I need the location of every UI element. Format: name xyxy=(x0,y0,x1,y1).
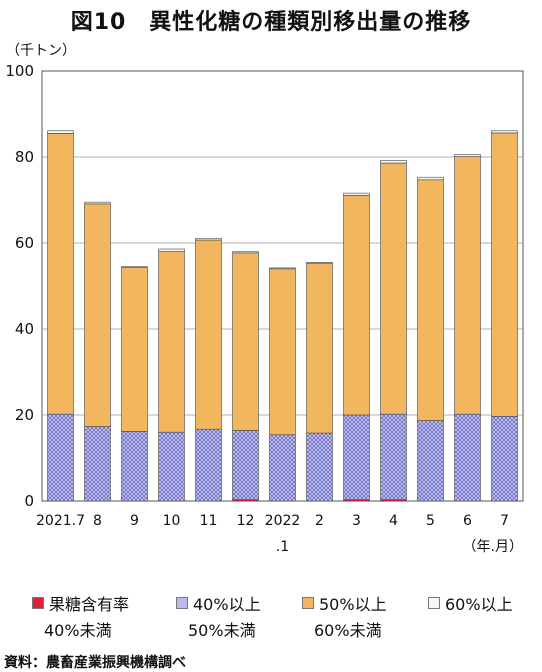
x-tick-label: 9 xyxy=(130,513,139,529)
legend-label: 果糖含有率 xyxy=(49,595,130,614)
bar-segment-40-50 xyxy=(491,415,518,502)
bar-segment-60-plus xyxy=(84,201,111,205)
bar-segment-40-50 xyxy=(306,432,333,502)
legend-item-60-plus: 60%以上 xyxy=(428,592,513,618)
legend-label: 40%以上 xyxy=(193,595,261,614)
bar-segment-50-60 xyxy=(269,268,296,436)
stacked-bar-chart: 0 20 40 60 80 100 2021.7 8 9 10 11 12 2022 .1 2 3 4 5 6 7 （年… xyxy=(5,62,524,555)
bar-segment-40-50 xyxy=(232,430,259,501)
x-tick-label: 2021.7 xyxy=(36,513,85,529)
bar-segment-60-plus xyxy=(417,176,444,181)
bar-segment-60-plus xyxy=(343,192,370,196)
legend-label: 60%以上 xyxy=(445,595,513,614)
x-tick-label: 2 xyxy=(315,513,324,529)
bar-segment-40-50 xyxy=(417,420,444,502)
chart-title: 図10 異性化糖の種類別移出量の推移 xyxy=(70,10,472,35)
x-tick-label: 11 xyxy=(200,513,218,529)
bar-segment-50-60 xyxy=(306,262,333,434)
bar-segment-40-50 xyxy=(269,434,296,502)
bar-segment-60-plus xyxy=(195,237,222,241)
bar-segment-40-50 xyxy=(84,426,111,502)
legend-label: 50%以上 xyxy=(319,595,387,614)
bar-segment-60-plus xyxy=(380,160,407,164)
x-tick-label: 7 xyxy=(500,513,509,529)
source-note: 資料：農畜産業振興機構調べ xyxy=(4,655,186,671)
bar-segment-60-plus xyxy=(306,262,333,264)
bar-segment-40-50 xyxy=(195,428,222,502)
legend-swatch-below-40 xyxy=(32,597,44,609)
legend-item-below-40: 果糖含有率 40%未満 xyxy=(32,592,129,644)
legend-item-40-50: 40%以上 50%未満 xyxy=(176,592,261,644)
y-tick-label: 20 xyxy=(15,406,34,424)
bar-segment-50-60 xyxy=(84,203,111,427)
x-tick-label: 10 xyxy=(163,513,181,529)
bar-segment-60-plus xyxy=(232,251,259,254)
bar-segment-50-60 xyxy=(232,252,259,431)
bar-segment-50-60 xyxy=(343,194,370,416)
bar-segment-60-plus xyxy=(47,130,74,134)
y-tick-label: 100 xyxy=(5,62,34,80)
x-tick-label: 6 xyxy=(463,513,472,529)
bar-segment-50-60 xyxy=(491,132,518,417)
x-tick-label: 12 xyxy=(237,513,255,529)
x-tick-label: .1 xyxy=(276,539,289,555)
y-tick-label: 60 xyxy=(15,234,34,252)
legend-item-50-60: 50%以上 60%未満 xyxy=(302,592,387,644)
bar-segment-50-60 xyxy=(454,156,481,415)
bar-segment-40-50 xyxy=(380,413,407,501)
bar-segment-60-plus xyxy=(454,154,481,157)
legend-swatch-60-plus xyxy=(428,597,440,609)
legend-swatch-50-60 xyxy=(302,597,314,609)
y-tick-label: 0 xyxy=(24,492,34,510)
bar-segment-40-50 xyxy=(454,413,481,502)
bar-segment-60-plus xyxy=(158,248,185,252)
legend-label-line2: 50%未満 xyxy=(188,621,256,640)
bar-segment-40-50 xyxy=(47,413,74,502)
x-axis-label: （年.月） xyxy=(463,539,523,555)
x-tick-label: 4 xyxy=(389,513,398,529)
bar-segment-50-60 xyxy=(158,251,185,433)
x-tick-label: 5 xyxy=(426,513,435,529)
chart-legend: 果糖含有率 40%未満 40%以上 50%未満 50%以上 60%未満 60%以… xyxy=(0,592,542,652)
bar-segment-60-plus xyxy=(269,267,296,270)
legend-swatch-40-50 xyxy=(176,597,188,609)
bar-segment-50-60 xyxy=(195,239,222,430)
y-axis-unit-label: （千トン） xyxy=(6,43,76,59)
bar-segment-50-60 xyxy=(47,133,74,415)
bar-segment-50-60 xyxy=(121,267,148,432)
x-tick-label: 2022 xyxy=(265,513,301,529)
y-tick-label: 40 xyxy=(15,320,34,338)
bar-segment-40-50 xyxy=(158,431,185,502)
x-tick-label: 3 xyxy=(352,513,361,529)
legend-label-line2: 60%未満 xyxy=(314,621,382,640)
y-tick-label: 80 xyxy=(15,148,34,166)
bar-segment-40-50 xyxy=(343,414,370,501)
bar-segment-60-plus xyxy=(121,266,148,268)
bar-segment-50-60 xyxy=(380,162,407,415)
legend-label-line2: 40%未満 xyxy=(44,621,112,640)
x-tick-label: 8 xyxy=(93,513,102,529)
bar-segment-40-50 xyxy=(121,431,148,502)
bar-segment-50-60 xyxy=(417,179,444,421)
bar-segment-60-plus xyxy=(491,130,518,134)
